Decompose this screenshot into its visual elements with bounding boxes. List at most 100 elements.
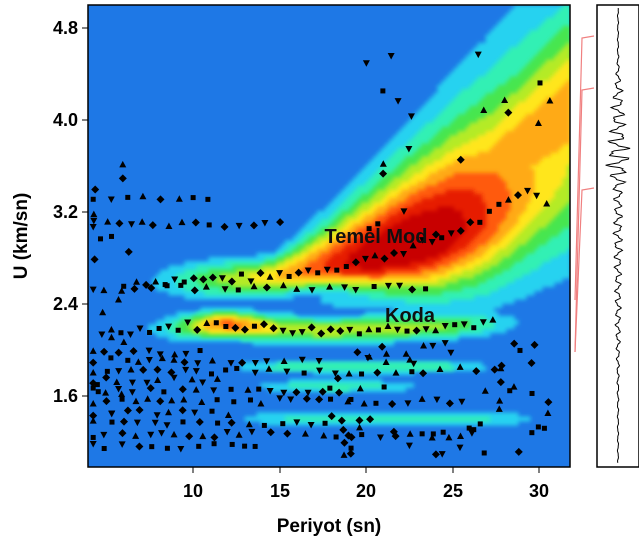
plot-frame bbox=[87, 4, 571, 468]
data-marker bbox=[245, 420, 253, 428]
data-marker bbox=[513, 191, 522, 200]
data-marker bbox=[158, 354, 166, 362]
data-marker bbox=[210, 387, 218, 394]
data-marker bbox=[283, 368, 291, 376]
data-marker bbox=[432, 326, 440, 334]
data-marker bbox=[384, 282, 392, 290]
data-marker bbox=[170, 430, 178, 438]
data-marker bbox=[234, 365, 240, 371]
data-marker bbox=[280, 357, 288, 364]
data-marker bbox=[100, 286, 108, 294]
data-marker bbox=[344, 397, 352, 405]
data-marker bbox=[115, 368, 123, 375]
data-marker bbox=[128, 379, 136, 387]
data-marker bbox=[215, 420, 221, 426]
data-marker bbox=[365, 325, 373, 333]
data-marker bbox=[89, 400, 97, 407]
data-marker bbox=[322, 420, 328, 426]
data-marker bbox=[123, 406, 132, 415]
data-marker bbox=[355, 416, 364, 425]
data-marker bbox=[466, 218, 475, 227]
data-marker bbox=[356, 423, 364, 431]
data-marker bbox=[209, 408, 215, 414]
data-marker bbox=[347, 433, 356, 442]
data-marker bbox=[353, 348, 362, 357]
data-marker bbox=[361, 255, 369, 263]
data-marker bbox=[407, 113, 415, 120]
data-marker bbox=[331, 370, 339, 377]
bracket-line bbox=[574, 187, 595, 353]
data-marker bbox=[235, 431, 243, 438]
data-marker bbox=[490, 365, 499, 374]
data-marker bbox=[543, 199, 551, 207]
data-marker bbox=[175, 195, 183, 202]
data-marker bbox=[292, 388, 301, 397]
data-marker bbox=[91, 185, 100, 194]
data-marker bbox=[280, 421, 286, 427]
data-marker bbox=[382, 358, 390, 366]
y-tick-label: 1.6 bbox=[53, 386, 78, 406]
data-marker bbox=[227, 418, 236, 427]
data-marker bbox=[138, 218, 146, 225]
data-marker bbox=[405, 146, 413, 153]
contour-layer bbox=[148, 5, 570, 426]
data-marker bbox=[178, 282, 184, 288]
data-marker bbox=[279, 281, 287, 289]
data-marker bbox=[346, 326, 354, 334]
data-marker bbox=[317, 329, 326, 338]
data-marker bbox=[190, 195, 196, 201]
data-marker bbox=[456, 155, 465, 164]
data-marker bbox=[533, 192, 541, 200]
data-marker bbox=[428, 434, 436, 441]
data-marker bbox=[95, 389, 101, 395]
data-marker bbox=[302, 394, 311, 403]
data-marker bbox=[185, 432, 194, 441]
data-marker bbox=[208, 357, 216, 364]
data-marker bbox=[235, 287, 241, 293]
x-tick-label: 15 bbox=[270, 481, 290, 501]
data-marker bbox=[257, 399, 265, 407]
data-marker bbox=[165, 408, 173, 416]
data-marker bbox=[114, 348, 123, 357]
seismogram-panel bbox=[574, 4, 639, 468]
data-marker bbox=[471, 325, 477, 331]
data-marker bbox=[430, 431, 436, 437]
data-marker bbox=[181, 279, 187, 285]
data-marker bbox=[190, 286, 199, 295]
data-marker bbox=[261, 422, 267, 428]
data-marker bbox=[170, 374, 178, 382]
data-marker bbox=[504, 108, 513, 117]
data-marker bbox=[362, 60, 370, 67]
data-marker bbox=[445, 433, 453, 441]
data-marker bbox=[481, 387, 489, 394]
data-marker bbox=[118, 287, 126, 294]
data-marker bbox=[412, 326, 421, 335]
data-marker bbox=[102, 373, 111, 382]
x-tick-label: 30 bbox=[529, 481, 549, 501]
data-marker bbox=[135, 442, 144, 451]
data-marker bbox=[419, 369, 428, 378]
data-marker bbox=[118, 330, 124, 336]
data-marker bbox=[360, 400, 368, 407]
data-marker bbox=[326, 325, 335, 334]
data-marker bbox=[168, 396, 176, 404]
data-marker bbox=[89, 417, 97, 424]
data-marker bbox=[524, 187, 532, 195]
data-marker bbox=[280, 389, 288, 397]
data-marker bbox=[438, 451, 446, 458]
data-marker bbox=[221, 286, 229, 293]
data-marker bbox=[423, 286, 429, 292]
data-marker bbox=[378, 342, 387, 351]
data-marker bbox=[489, 316, 497, 323]
data-marker bbox=[191, 409, 199, 417]
marker-layer bbox=[89, 51, 554, 459]
data-marker bbox=[287, 396, 295, 404]
data-marker bbox=[213, 375, 221, 382]
data-marker bbox=[154, 376, 162, 384]
data-marker bbox=[406, 430, 414, 437]
data-marker bbox=[249, 221, 258, 230]
data-marker bbox=[471, 427, 477, 433]
data-marker bbox=[404, 400, 412, 407]
data-marker bbox=[429, 342, 437, 350]
